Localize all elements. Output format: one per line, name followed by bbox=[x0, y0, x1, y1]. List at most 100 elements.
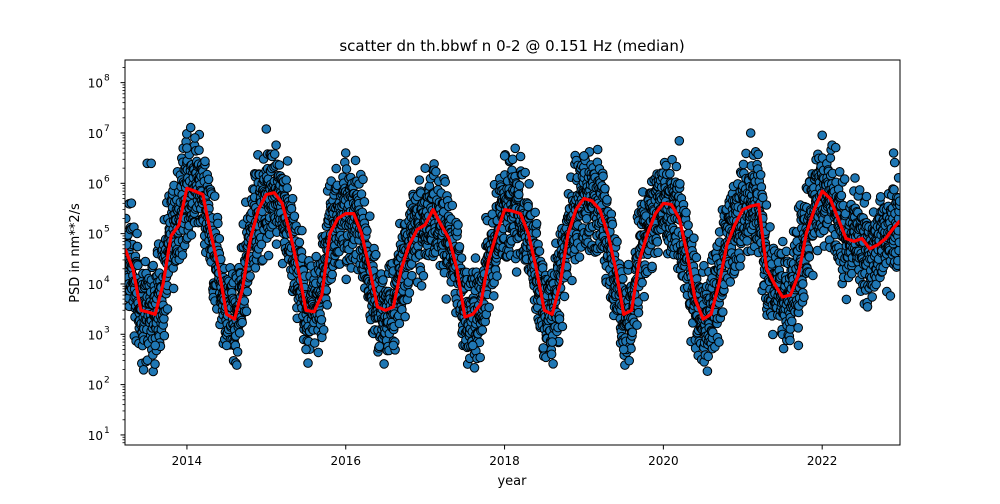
scatter-point bbox=[362, 226, 372, 236]
scatter-point bbox=[440, 177, 451, 187]
scatter-point bbox=[271, 140, 281, 150]
scatter-point bbox=[379, 359, 389, 369]
scatter-point bbox=[203, 174, 214, 185]
scatter-point bbox=[322, 300, 333, 310]
scatter-point bbox=[316, 315, 327, 325]
scatter-point bbox=[523, 201, 533, 212]
scatter-point bbox=[888, 148, 899, 158]
scatter-point bbox=[159, 330, 170, 341]
scatter-point bbox=[400, 311, 410, 322]
scatter-point bbox=[862, 302, 873, 312]
scatter-point bbox=[132, 228, 142, 239]
scatter-point bbox=[624, 355, 635, 366]
chart-title: scatter dn th.bbwf n 0-2 @ 0.151 Hz (med… bbox=[339, 37, 684, 55]
scatter-point bbox=[665, 168, 675, 179]
scatter-point bbox=[159, 314, 169, 324]
scatter-point bbox=[633, 307, 644, 318]
scatter-point bbox=[431, 166, 441, 177]
scatter-point bbox=[799, 292, 809, 303]
y-tick-label: 10 bbox=[88, 429, 103, 443]
scatter-point bbox=[524, 179, 534, 189]
scatter-point bbox=[861, 191, 872, 202]
scatter-point bbox=[793, 340, 804, 351]
scatter-point bbox=[150, 340, 160, 351]
scatter-point bbox=[808, 270, 818, 281]
scatter-point bbox=[854, 185, 865, 195]
scatter-point bbox=[232, 360, 242, 370]
scatter-point bbox=[893, 173, 900, 183]
scatter-point bbox=[639, 291, 650, 302]
y-tick-label: 10 bbox=[88, 127, 103, 141]
scatter-point bbox=[765, 222, 775, 232]
y-tick-exponent: 7 bbox=[104, 124, 110, 134]
scatter-point bbox=[510, 143, 521, 154]
scatter-point bbox=[282, 183, 293, 193]
scatter-point bbox=[221, 340, 232, 351]
y-tick-exponent: 6 bbox=[104, 174, 110, 184]
scatter-point bbox=[718, 307, 728, 317]
scatter-point bbox=[468, 340, 478, 351]
scatter-point bbox=[213, 218, 223, 229]
scatter-point bbox=[447, 200, 458, 211]
scatter-point bbox=[358, 174, 368, 185]
scatter-point bbox=[146, 158, 156, 169]
y-tick-exponent: 3 bbox=[104, 325, 110, 335]
scatter-point bbox=[850, 173, 860, 183]
scatter-point bbox=[559, 291, 570, 302]
scatter-point bbox=[598, 171, 608, 182]
scatter-point bbox=[138, 365, 149, 375]
scatter-point bbox=[885, 291, 896, 301]
scatter-point bbox=[242, 286, 252, 297]
y-tick-exponent: 1 bbox=[104, 426, 110, 436]
scatter-point bbox=[470, 253, 481, 263]
scatter-point bbox=[825, 153, 836, 163]
scatter-point bbox=[414, 175, 425, 185]
scatter-point bbox=[531, 218, 542, 229]
scatter-point bbox=[742, 236, 752, 246]
scatter-point bbox=[250, 263, 261, 273]
scatter-point bbox=[132, 241, 143, 252]
scatter-point bbox=[531, 228, 542, 238]
scatter-point bbox=[148, 260, 158, 271]
scatter-point bbox=[839, 174, 850, 184]
scatter-point bbox=[313, 347, 324, 358]
scatter-point bbox=[209, 191, 220, 201]
scatter-point bbox=[735, 253, 746, 264]
scatter-point bbox=[738, 159, 749, 170]
scatter-point bbox=[632, 320, 642, 330]
scatter-point bbox=[681, 207, 691, 218]
scatter-point bbox=[453, 220, 463, 230]
scatter-point bbox=[162, 304, 173, 314]
scatter-point bbox=[374, 341, 385, 352]
scatter-point bbox=[785, 335, 795, 346]
scatter-point bbox=[237, 317, 247, 328]
scatter-point bbox=[232, 347, 243, 357]
scatter-point bbox=[618, 344, 629, 355]
scatter-point bbox=[269, 149, 280, 159]
scatter-point bbox=[185, 122, 196, 133]
scatter-point bbox=[454, 242, 465, 252]
scatter-point bbox=[418, 271, 429, 281]
scatter-point bbox=[520, 167, 531, 178]
scatter-point bbox=[245, 271, 255, 281]
scatter-point bbox=[475, 352, 486, 363]
scatter-point bbox=[309, 338, 320, 348]
scatter-point bbox=[653, 247, 663, 258]
scatter-point bbox=[691, 252, 702, 263]
scatter-point bbox=[371, 249, 381, 260]
scatter-point bbox=[514, 189, 524, 200]
scatter-point bbox=[514, 180, 525, 191]
scatter-point bbox=[534, 246, 545, 256]
scatter-point bbox=[297, 225, 307, 236]
scatter-point bbox=[340, 148, 351, 158]
scatter-point bbox=[530, 207, 541, 218]
scatter-point bbox=[261, 124, 272, 134]
scatter-point bbox=[778, 343, 789, 354]
scatter-point bbox=[484, 302, 494, 313]
y-tick-label: 10 bbox=[88, 328, 103, 342]
scatter-point bbox=[303, 358, 313, 368]
scatter-point bbox=[702, 366, 713, 377]
scatter-point bbox=[793, 323, 804, 333]
